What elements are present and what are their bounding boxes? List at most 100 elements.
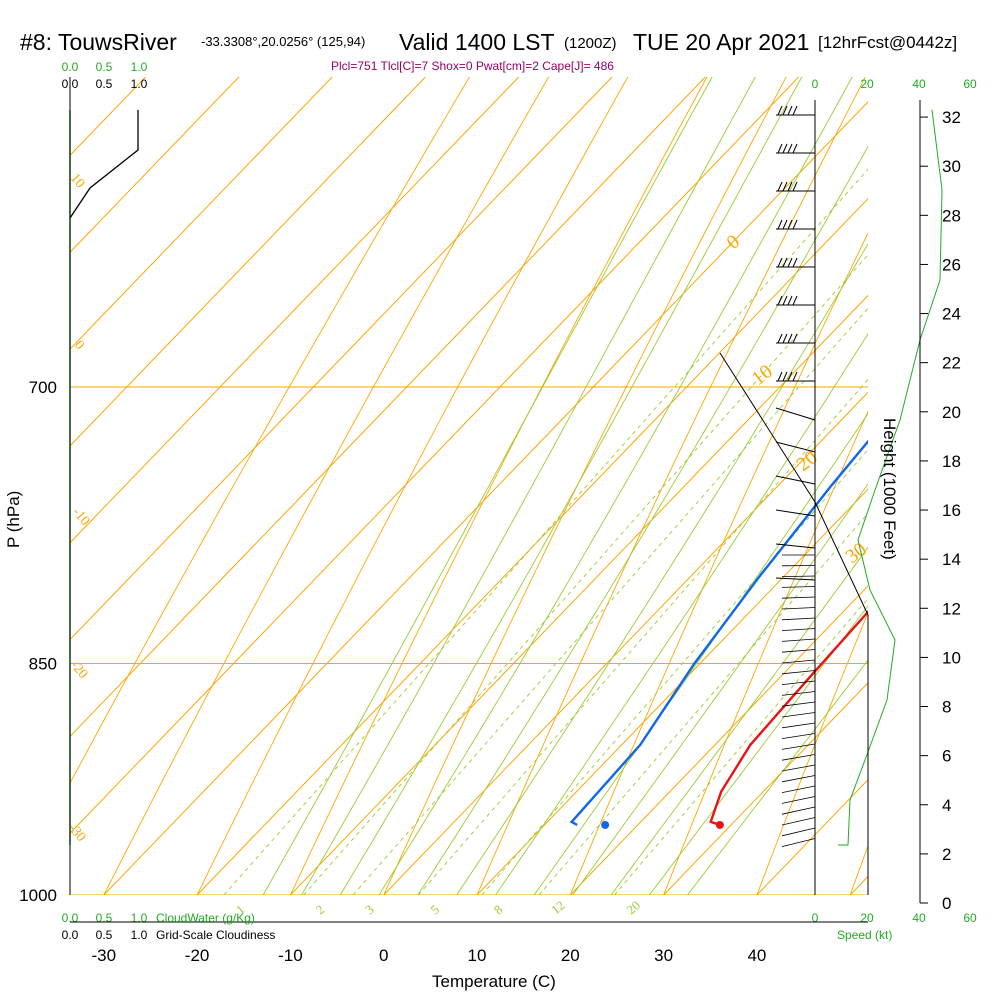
pressure-tick-label: 1000	[19, 886, 57, 905]
temperature-tick-label: 0	[379, 946, 388, 965]
temperature-tick-label: 40	[747, 946, 766, 965]
height-tick-label: 20	[942, 403, 961, 422]
station-title: #8: TouwsRiver	[20, 29, 177, 55]
wind-barb-flag	[777, 295, 783, 306]
cloudwater-tick: 0.5	[96, 60, 113, 74]
wind-barb	[781, 785, 816, 793]
height-tick-label: 30	[942, 157, 961, 176]
isotherm-line	[70, 77, 240, 253]
cloudiness-tick: 1.0	[131, 928, 148, 942]
wind-barb-flag	[777, 105, 783, 116]
dry-adiabat	[196, 77, 629, 895]
temperature-tick-label: -10	[278, 946, 303, 965]
speed-tick-label: 40	[912, 911, 926, 925]
height-tick-label: 26	[942, 255, 961, 274]
mixing-ratio-label: 2	[313, 902, 328, 918]
wind-barb	[781, 586, 816, 588]
wind-barb	[781, 670, 816, 675]
speed-tick-label: 20	[860, 77, 874, 91]
wind-barb-flag	[782, 295, 788, 306]
mixing-ratio-label: 5	[427, 902, 442, 918]
wind-barb-flag	[792, 257, 798, 268]
wind-barb-flag	[792, 371, 798, 382]
height-tick-label: 4	[942, 796, 951, 815]
wind-barb	[781, 659, 816, 664]
wind-barb	[781, 607, 816, 610]
cloudiness-tick: 0.5	[96, 77, 113, 91]
wind-barb-flag	[792, 181, 798, 192]
wind-barb-flag	[777, 371, 783, 382]
wind-barb-flag	[792, 219, 798, 230]
dry-adiabat-label: 30	[842, 538, 871, 568]
moist-adiabat	[610, 546, 868, 895]
wind-barb	[781, 628, 816, 631]
moist-adiabat	[339, 77, 803, 895]
isotherm-line	[70, 77, 333, 350]
isotherm-line	[0, 0, 1000, 964]
speed-tick-label: 0	[812, 911, 819, 925]
wind-barb-flag	[787, 295, 793, 306]
isotherm-line	[70, 77, 147, 157]
moist-adiabat	[262, 77, 713, 895]
mixing-ratio-label: 3	[362, 902, 377, 918]
isotherm-line	[289, 294, 868, 895]
cloudwater-tick: 1.0	[131, 911, 148, 925]
height-tick-label: 16	[942, 501, 961, 520]
isotherm-label: -10	[69, 505, 92, 529]
height-tick-label: 14	[942, 550, 961, 569]
wind-barb-flag	[777, 333, 783, 344]
wind-barb	[781, 817, 816, 826]
cloudiness-tick: 0.0	[62, 928, 79, 942]
wind-barb-flag	[787, 105, 793, 116]
cloudiness-label: Grid-Scale Cloudiness	[156, 928, 275, 942]
wind-barb	[781, 596, 816, 599]
wind-barb	[781, 743, 816, 750]
moist-adiabat	[533, 412, 868, 895]
height-tick-label: 2	[942, 845, 951, 864]
speed-tick-label: 0	[812, 77, 819, 91]
wind-barb	[781, 712, 816, 718]
mixing-ratio-line	[352, 307, 868, 895]
dry-adiabat	[663, 410, 868, 895]
wind-barb	[781, 827, 816, 837]
temperature-tick-label: 20	[561, 946, 580, 965]
wind-barb-flag	[777, 257, 783, 268]
cloudiness-trace	[69, 110, 139, 219]
moist-adiabat	[417, 145, 868, 895]
wind-barb	[781, 638, 816, 642]
temperature-tick-label: 30	[654, 946, 673, 965]
wind-barb-flag	[792, 105, 798, 116]
cloudwater-tick: 0.5	[96, 911, 113, 925]
wind-barb	[775, 543, 816, 549]
wind-barb-flag	[787, 257, 793, 268]
height-tick-label: 28	[942, 206, 961, 225]
dry-adiabat	[756, 611, 868, 895]
station-coords: -33.3308°,20.0256° (125,94)	[201, 34, 365, 49]
temperature-line	[709, 610, 868, 827]
isotherm-line	[476, 488, 868, 895]
wind-barb	[775, 509, 816, 517]
wind-barb	[775, 475, 816, 485]
wind-barb	[775, 577, 816, 581]
wind-barb	[781, 838, 816, 847]
wind-barb	[781, 733, 816, 739]
wind-barb-flag	[782, 333, 788, 344]
isotherm-line	[70, 77, 520, 544]
wind-barb	[781, 691, 816, 696]
surface-dewpoint-dot	[601, 820, 610, 829]
height-tick-label: 12	[942, 599, 961, 618]
wind-barb-flag	[782, 371, 788, 382]
dry-adiabat	[103, 77, 550, 895]
temperature-tick-label: 10	[468, 946, 487, 965]
wind-barb-flag	[792, 143, 798, 154]
speed-tick-label: 20	[860, 911, 874, 925]
wind-barb	[781, 796, 816, 804]
wind-barb-flag	[777, 181, 783, 192]
wind-barb-flag	[787, 219, 793, 230]
cloudwater-tick: 1.0	[131, 60, 148, 74]
wind-barb-flag	[782, 219, 788, 230]
dry-adiabat-label: 20	[793, 446, 822, 476]
cloudwater-label: CloudWater (g/Kg)	[156, 911, 255, 925]
wind-barb	[781, 575, 816, 577]
